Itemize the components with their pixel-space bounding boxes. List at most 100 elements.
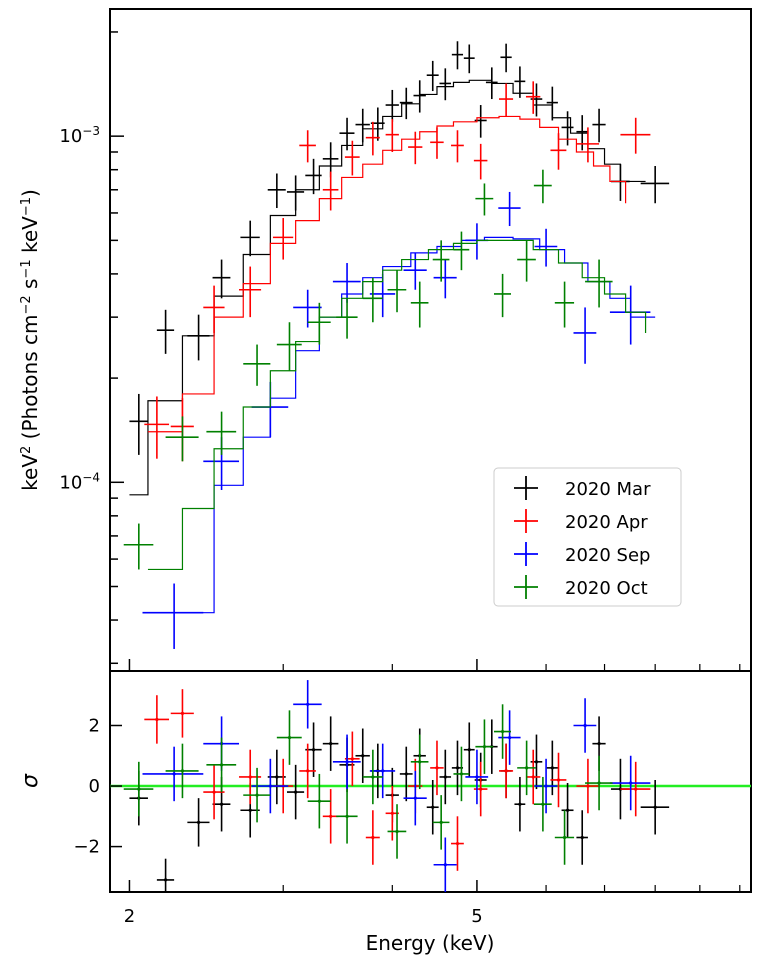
residual-point-2020-sep [609, 755, 651, 811]
data-point-2020-oct [493, 273, 512, 318]
y-tick-label: 0 [89, 776, 100, 797]
residual-point-2020-mar [399, 746, 413, 802]
residual-dot [459, 772, 464, 776]
residual-dot [219, 763, 224, 767]
data-point-2020-apr [344, 140, 360, 176]
residual-point-2020-apr [170, 689, 194, 738]
data-point-2020-mar [240, 220, 260, 257]
residual-point-2020-sep [142, 746, 204, 802]
data-point-2020-mar [514, 66, 526, 98]
residual-dot [196, 820, 201, 824]
y-tick-label: 10−3 [59, 124, 100, 147]
residual-point-2020-mar [187, 798, 210, 847]
data-point-2020-mar [592, 108, 606, 143]
data-point-2020-mar [267, 173, 286, 209]
residual-point-2020-oct [410, 734, 429, 790]
y-tick-label: 10−4 [59, 470, 100, 493]
data-point-2020-apr [550, 133, 567, 170]
residual-point-2020-sep [534, 758, 558, 814]
residual-point-2020-oct [517, 740, 536, 796]
residual-dot [544, 784, 548, 788]
residual-dot [390, 811, 394, 815]
residual-point-2020-sep [332, 734, 361, 790]
residual-dot [500, 729, 505, 734]
residual-point-2020-apr [365, 810, 380, 865]
residual-point-2020-oct [554, 810, 575, 865]
residual-dot [248, 808, 252, 812]
residual-dot [565, 808, 570, 812]
residual-point-2020-oct [493, 704, 512, 759]
residual-point-2020-mar [576, 810, 588, 865]
data-point-2020-apr [239, 266, 262, 318]
residual-dot [255, 793, 259, 797]
data-point-2020-apr [322, 171, 339, 211]
residual-point-2020-apr [499, 743, 514, 799]
residual-dot [345, 760, 349, 764]
data-point-2020-mar [561, 111, 574, 146]
residual-dot [137, 787, 141, 791]
residual-point-2020-oct [165, 743, 199, 799]
residual-point-2020-sep [498, 710, 521, 765]
residual-point-2020-apr [430, 740, 444, 796]
data-point-2020-sep [142, 583, 204, 649]
residual-dot [455, 766, 460, 770]
data-point-2020-mar [399, 87, 413, 120]
residual-point-2020-oct [387, 804, 407, 859]
residual-dot [583, 723, 587, 728]
data-point-2020-apr [365, 121, 380, 156]
residual-point-2020-mar [426, 779, 439, 835]
residual-dot [653, 805, 657, 809]
residual-point-2020-mar [286, 764, 305, 820]
residual-point-2020-apr [144, 695, 170, 744]
spectrum-y-axis-label: keV2 (Photons cm−2 s−1 keV−1) [18, 189, 42, 491]
residuals-plot-area [110, 680, 751, 892]
data-point-2020-mar [305, 158, 322, 195]
legend-label: 2020 Apr [565, 512, 648, 533]
residual-point-2020-apr [576, 758, 600, 814]
residual-point-2020-oct [336, 789, 358, 844]
residual-point-2020-mar [640, 779, 670, 835]
residual-point-2020-mar [156, 858, 175, 892]
residual-point-2020-sep [573, 698, 597, 753]
legend: 2020 Mar 2020 Apr 2020 Sep 2020 Oct [493, 467, 682, 607]
residual-dot [329, 742, 333, 746]
data-point-2020-sep [534, 228, 558, 267]
residual-point-2020-mar [322, 716, 339, 771]
data-point-2020-oct [123, 523, 154, 570]
residual-point-2020-sep [465, 749, 489, 805]
residual-dot [163, 878, 168, 882]
data-point-2020-apr [272, 218, 294, 260]
residual-dot [443, 775, 447, 779]
data-point-2020-oct [453, 231, 470, 271]
residual-dot [586, 784, 590, 788]
data-point-2020-apr [144, 396, 170, 459]
data-point-2020-mar [129, 393, 148, 455]
residual-dot [404, 772, 408, 776]
residual-dot [518, 802, 522, 806]
residual-point-2020-oct [475, 719, 494, 774]
residual-dot [634, 787, 638, 791]
data-point-2020-mar [640, 165, 670, 204]
data-point-2020-mar [439, 68, 452, 101]
data-point-2020-oct [554, 281, 575, 328]
residual-dot [435, 766, 439, 770]
residual-point-2020-oct [276, 710, 302, 765]
data-point-2020-mar [212, 259, 231, 299]
residual-dot [306, 702, 310, 706]
data-point-2020-oct [276, 322, 302, 371]
residual-point-2020-mar [530, 734, 543, 790]
residual-dot [275, 775, 279, 779]
data-point-2020-apr [525, 81, 541, 114]
x-axis-label: Energy (keV) [366, 931, 495, 955]
residual-dot [212, 790, 216, 794]
legend-entry-2020-mar: 2020 Mar [514, 476, 651, 500]
data-point-2020-apr [620, 117, 651, 154]
residual-dot [248, 775, 252, 779]
residual-dot [455, 841, 460, 846]
data-point-2020-oct [165, 416, 199, 462]
data-point-2020-mar [485, 67, 498, 100]
residual-point-2020-mar [463, 722, 475, 777]
data-point-2020-oct [243, 344, 271, 386]
residual-dot [531, 775, 535, 779]
